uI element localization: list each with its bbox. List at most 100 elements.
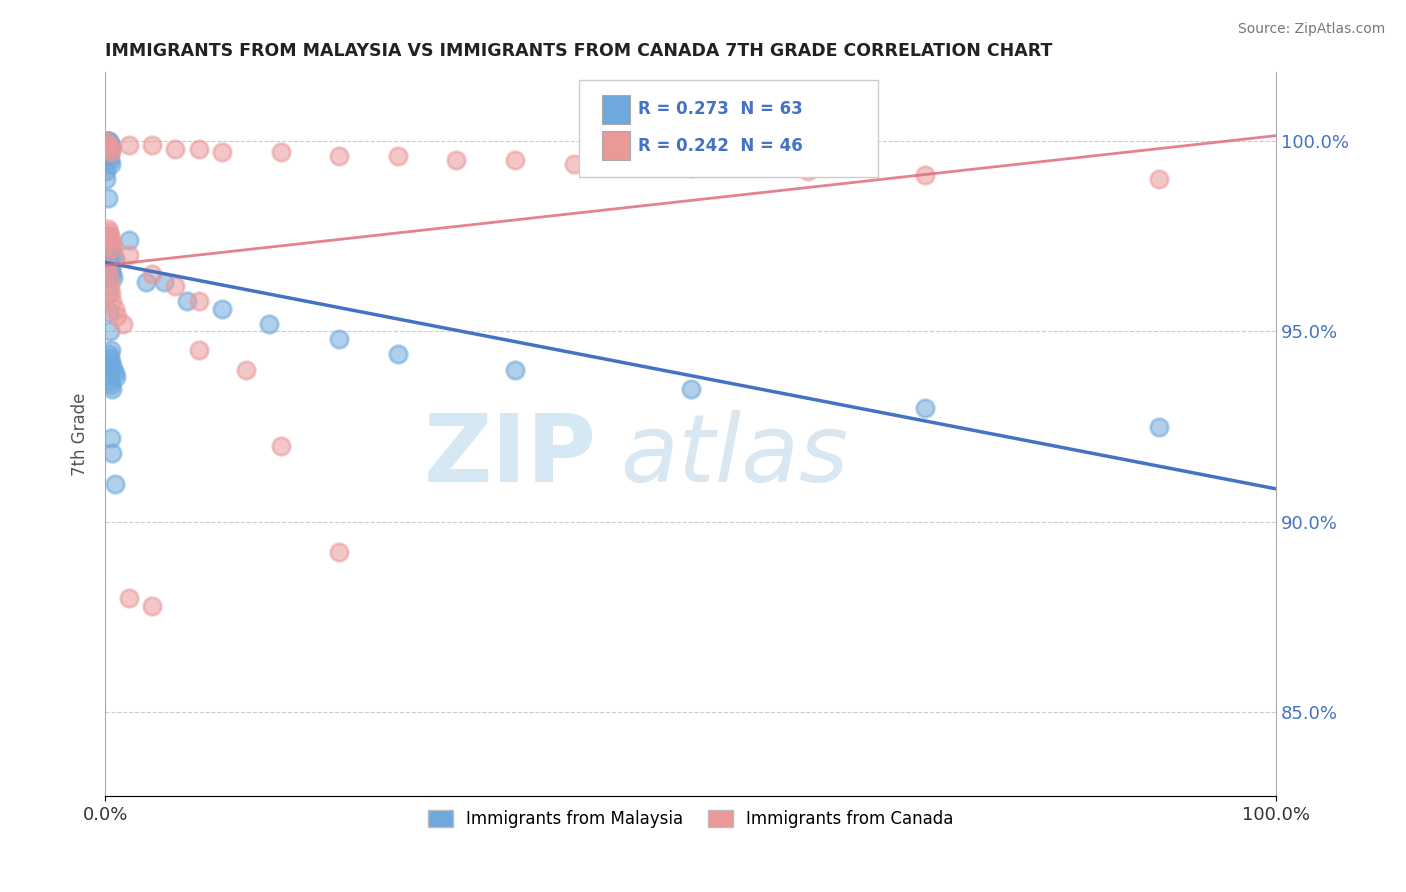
Point bbox=[135, 275, 157, 289]
Point bbox=[103, 241, 125, 255]
Text: R = 0.273  N = 63: R = 0.273 N = 63 bbox=[638, 100, 803, 119]
Point bbox=[100, 157, 122, 171]
Point bbox=[165, 142, 187, 156]
Text: atlas: atlas bbox=[620, 410, 849, 501]
Point bbox=[328, 332, 350, 346]
Point bbox=[100, 233, 122, 247]
Point bbox=[103, 367, 125, 381]
Text: R = 0.242  N = 46: R = 0.242 N = 46 bbox=[638, 136, 803, 154]
Point bbox=[98, 142, 121, 156]
Point bbox=[98, 278, 121, 293]
Point bbox=[103, 301, 125, 316]
Point bbox=[235, 362, 257, 376]
Point bbox=[141, 599, 163, 613]
Point bbox=[98, 229, 121, 244]
Point bbox=[503, 153, 526, 167]
Point bbox=[503, 362, 526, 376]
Point bbox=[98, 325, 121, 339]
Point bbox=[796, 164, 818, 178]
Point bbox=[117, 248, 139, 262]
Point bbox=[100, 241, 122, 255]
Point bbox=[96, 134, 118, 148]
Point bbox=[141, 137, 163, 152]
Point bbox=[211, 145, 233, 160]
Point bbox=[117, 233, 139, 247]
Legend: Immigrants from Malaysia, Immigrants from Canada: Immigrants from Malaysia, Immigrants fro… bbox=[420, 804, 960, 835]
FancyBboxPatch shape bbox=[602, 95, 630, 124]
Point bbox=[96, 164, 118, 178]
Point bbox=[98, 374, 121, 388]
Point bbox=[387, 149, 409, 163]
Point bbox=[96, 137, 118, 152]
Point bbox=[100, 263, 122, 277]
Point bbox=[101, 382, 124, 396]
Point bbox=[101, 236, 124, 251]
FancyBboxPatch shape bbox=[579, 79, 877, 178]
Point bbox=[98, 137, 121, 152]
Point bbox=[98, 153, 121, 167]
Text: IMMIGRANTS FROM MALAYSIA VS IMMIGRANTS FROM CANADA 7TH GRADE CORRELATION CHART: IMMIGRANTS FROM MALAYSIA VS IMMIGRANTS F… bbox=[105, 42, 1053, 60]
Point bbox=[98, 260, 121, 274]
Point bbox=[103, 248, 125, 262]
Point bbox=[101, 293, 124, 308]
Point bbox=[100, 137, 122, 152]
Point bbox=[679, 161, 702, 175]
Y-axis label: 7th Grade: 7th Grade bbox=[72, 392, 89, 476]
Point bbox=[328, 545, 350, 559]
Point bbox=[914, 401, 936, 415]
Point bbox=[103, 271, 125, 285]
Point bbox=[105, 309, 128, 323]
Point bbox=[562, 157, 585, 171]
Point bbox=[111, 317, 134, 331]
Point bbox=[96, 142, 118, 156]
Point bbox=[187, 142, 209, 156]
Point bbox=[96, 134, 118, 148]
Point bbox=[187, 293, 209, 308]
Text: ZIP: ZIP bbox=[425, 410, 598, 502]
Point bbox=[97, 149, 120, 163]
Point bbox=[97, 137, 120, 152]
Point bbox=[141, 268, 163, 282]
Point bbox=[97, 233, 120, 247]
Point bbox=[96, 145, 118, 160]
Point bbox=[679, 382, 702, 396]
FancyBboxPatch shape bbox=[602, 131, 630, 160]
Point bbox=[101, 359, 124, 373]
Point bbox=[101, 244, 124, 259]
Point bbox=[98, 236, 121, 251]
Point bbox=[257, 317, 280, 331]
Point bbox=[270, 439, 292, 453]
Point bbox=[117, 137, 139, 152]
Point bbox=[211, 301, 233, 316]
Text: Source: ZipAtlas.com: Source: ZipAtlas.com bbox=[1237, 22, 1385, 37]
Point bbox=[96, 286, 118, 301]
Point bbox=[96, 256, 118, 270]
Point bbox=[1147, 172, 1170, 186]
Point bbox=[100, 286, 122, 301]
Point bbox=[101, 268, 124, 282]
Point bbox=[96, 149, 118, 163]
Point bbox=[97, 134, 120, 148]
Point bbox=[328, 149, 350, 163]
Point bbox=[103, 362, 125, 376]
Point bbox=[97, 347, 120, 361]
Point bbox=[270, 145, 292, 160]
Point bbox=[100, 355, 122, 369]
Point bbox=[103, 476, 125, 491]
Point bbox=[446, 153, 468, 167]
Point bbox=[97, 305, 120, 319]
Point bbox=[100, 142, 122, 156]
Point bbox=[387, 347, 409, 361]
Point bbox=[97, 256, 120, 270]
Point bbox=[96, 191, 118, 205]
Point bbox=[1147, 419, 1170, 434]
Point bbox=[117, 591, 139, 605]
Point bbox=[104, 370, 127, 384]
Point bbox=[96, 145, 118, 160]
Point bbox=[152, 275, 174, 289]
Point bbox=[98, 137, 121, 152]
Point bbox=[96, 221, 118, 235]
Point bbox=[97, 226, 120, 240]
Point bbox=[103, 252, 125, 266]
Point bbox=[100, 377, 122, 392]
